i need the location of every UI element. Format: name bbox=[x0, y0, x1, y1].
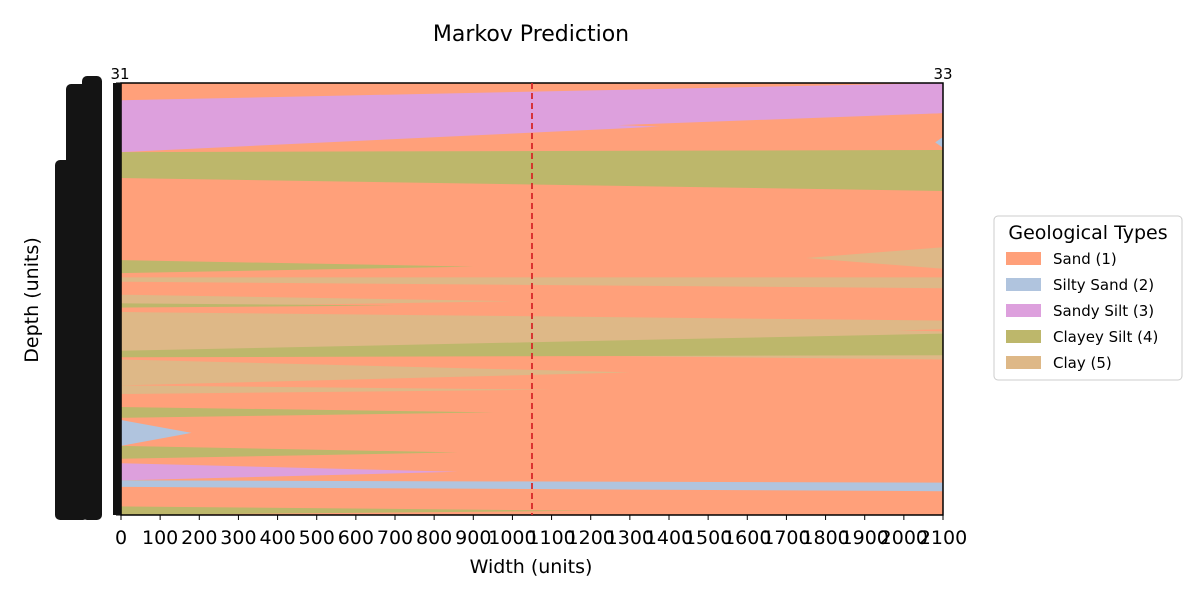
x-tick-label-400: 400 bbox=[259, 527, 295, 549]
legend-label-4: Clayey Silt (4) bbox=[1053, 328, 1158, 346]
layer-band-14 bbox=[121, 385, 552, 394]
layer-band-9 bbox=[121, 303, 395, 308]
legend-swatch-4 bbox=[1006, 330, 1041, 343]
right-well-label: 33 bbox=[933, 65, 952, 83]
x-tick-label-600: 600 bbox=[338, 527, 374, 549]
x-axis-label: Width (units) bbox=[470, 556, 593, 578]
layer-band-16 bbox=[121, 420, 192, 446]
legend-label-5: Clay (5) bbox=[1053, 354, 1112, 372]
plot-area bbox=[120, 82, 944, 516]
x-tick-label-1000: 1000 bbox=[488, 527, 536, 549]
x-tick-label-2100: 2100 bbox=[919, 527, 967, 549]
layer-band-17 bbox=[121, 445, 458, 459]
x-tick-label-900: 900 bbox=[455, 527, 491, 549]
x-tick-label-1800: 1800 bbox=[801, 527, 849, 549]
left-well-label: 31 bbox=[110, 65, 129, 83]
legend-swatch-5 bbox=[1006, 356, 1041, 369]
legend-title: Geological Types bbox=[1008, 222, 1167, 244]
x-tick-label-1900: 1900 bbox=[841, 527, 889, 549]
layer-band-2 bbox=[618, 113, 943, 137]
y-tick-cluster bbox=[113, 83, 121, 515]
layer-band-4 bbox=[121, 150, 943, 191]
layer-band-18 bbox=[121, 463, 458, 481]
x-tick-label-1700: 1700 bbox=[762, 527, 810, 549]
y-axis bbox=[55, 76, 121, 520]
x-tick-label-1300: 1300 bbox=[606, 527, 654, 549]
x-tick-label-300: 300 bbox=[220, 527, 256, 549]
x-tick-label-100: 100 bbox=[142, 527, 178, 549]
x-tick-label-1500: 1500 bbox=[684, 527, 732, 549]
x-tick-label-500: 500 bbox=[299, 527, 335, 549]
x-axis: 0 100 200 300 400 500 600 700 800 900100011001200… bbox=[115, 515, 967, 549]
x-tick-label-700: 700 bbox=[377, 527, 413, 549]
chart-title: Markov Prediction bbox=[433, 22, 629, 47]
y-axis-label: Depth (units) bbox=[21, 237, 43, 362]
x-tick-label-1100: 1100 bbox=[527, 527, 575, 549]
layer-band-3 bbox=[935, 137, 943, 148]
legend-swatch-3 bbox=[1006, 304, 1041, 317]
y-tick-label-column-3 bbox=[60, 176, 76, 520]
layer-band-20 bbox=[121, 506, 591, 515]
layer-band-13 bbox=[121, 359, 630, 386]
x-tick-label-1200: 1200 bbox=[567, 527, 615, 549]
layer-band-7 bbox=[121, 277, 943, 289]
legend-label-2: Silty Sand (2) bbox=[1053, 276, 1154, 294]
x-tick-label-2000: 2000 bbox=[880, 527, 928, 549]
x-tick-label-0: 0 bbox=[115, 527, 127, 549]
x-tick-label-1400: 1400 bbox=[645, 527, 693, 549]
legend-label-1: Sand (1) bbox=[1053, 250, 1117, 268]
legend-swatch-1 bbox=[1006, 252, 1041, 265]
layer-band-5 bbox=[806, 247, 943, 269]
x-tick-label-200: 200 bbox=[181, 527, 217, 549]
x-tick-label-1600: 1600 bbox=[723, 527, 771, 549]
layer-band-15 bbox=[121, 407, 493, 418]
layer-band-6 bbox=[121, 260, 474, 274]
x-tick-label-800: 800 bbox=[416, 527, 452, 549]
legend: Geological Types Sand (1) Silty Sand (2) S… bbox=[993, 215, 1183, 381]
layer-band-0 bbox=[121, 83, 356, 101]
legend-swatch-2 bbox=[1006, 278, 1041, 291]
legend-label-3: Sandy Silt (3) bbox=[1053, 302, 1154, 320]
